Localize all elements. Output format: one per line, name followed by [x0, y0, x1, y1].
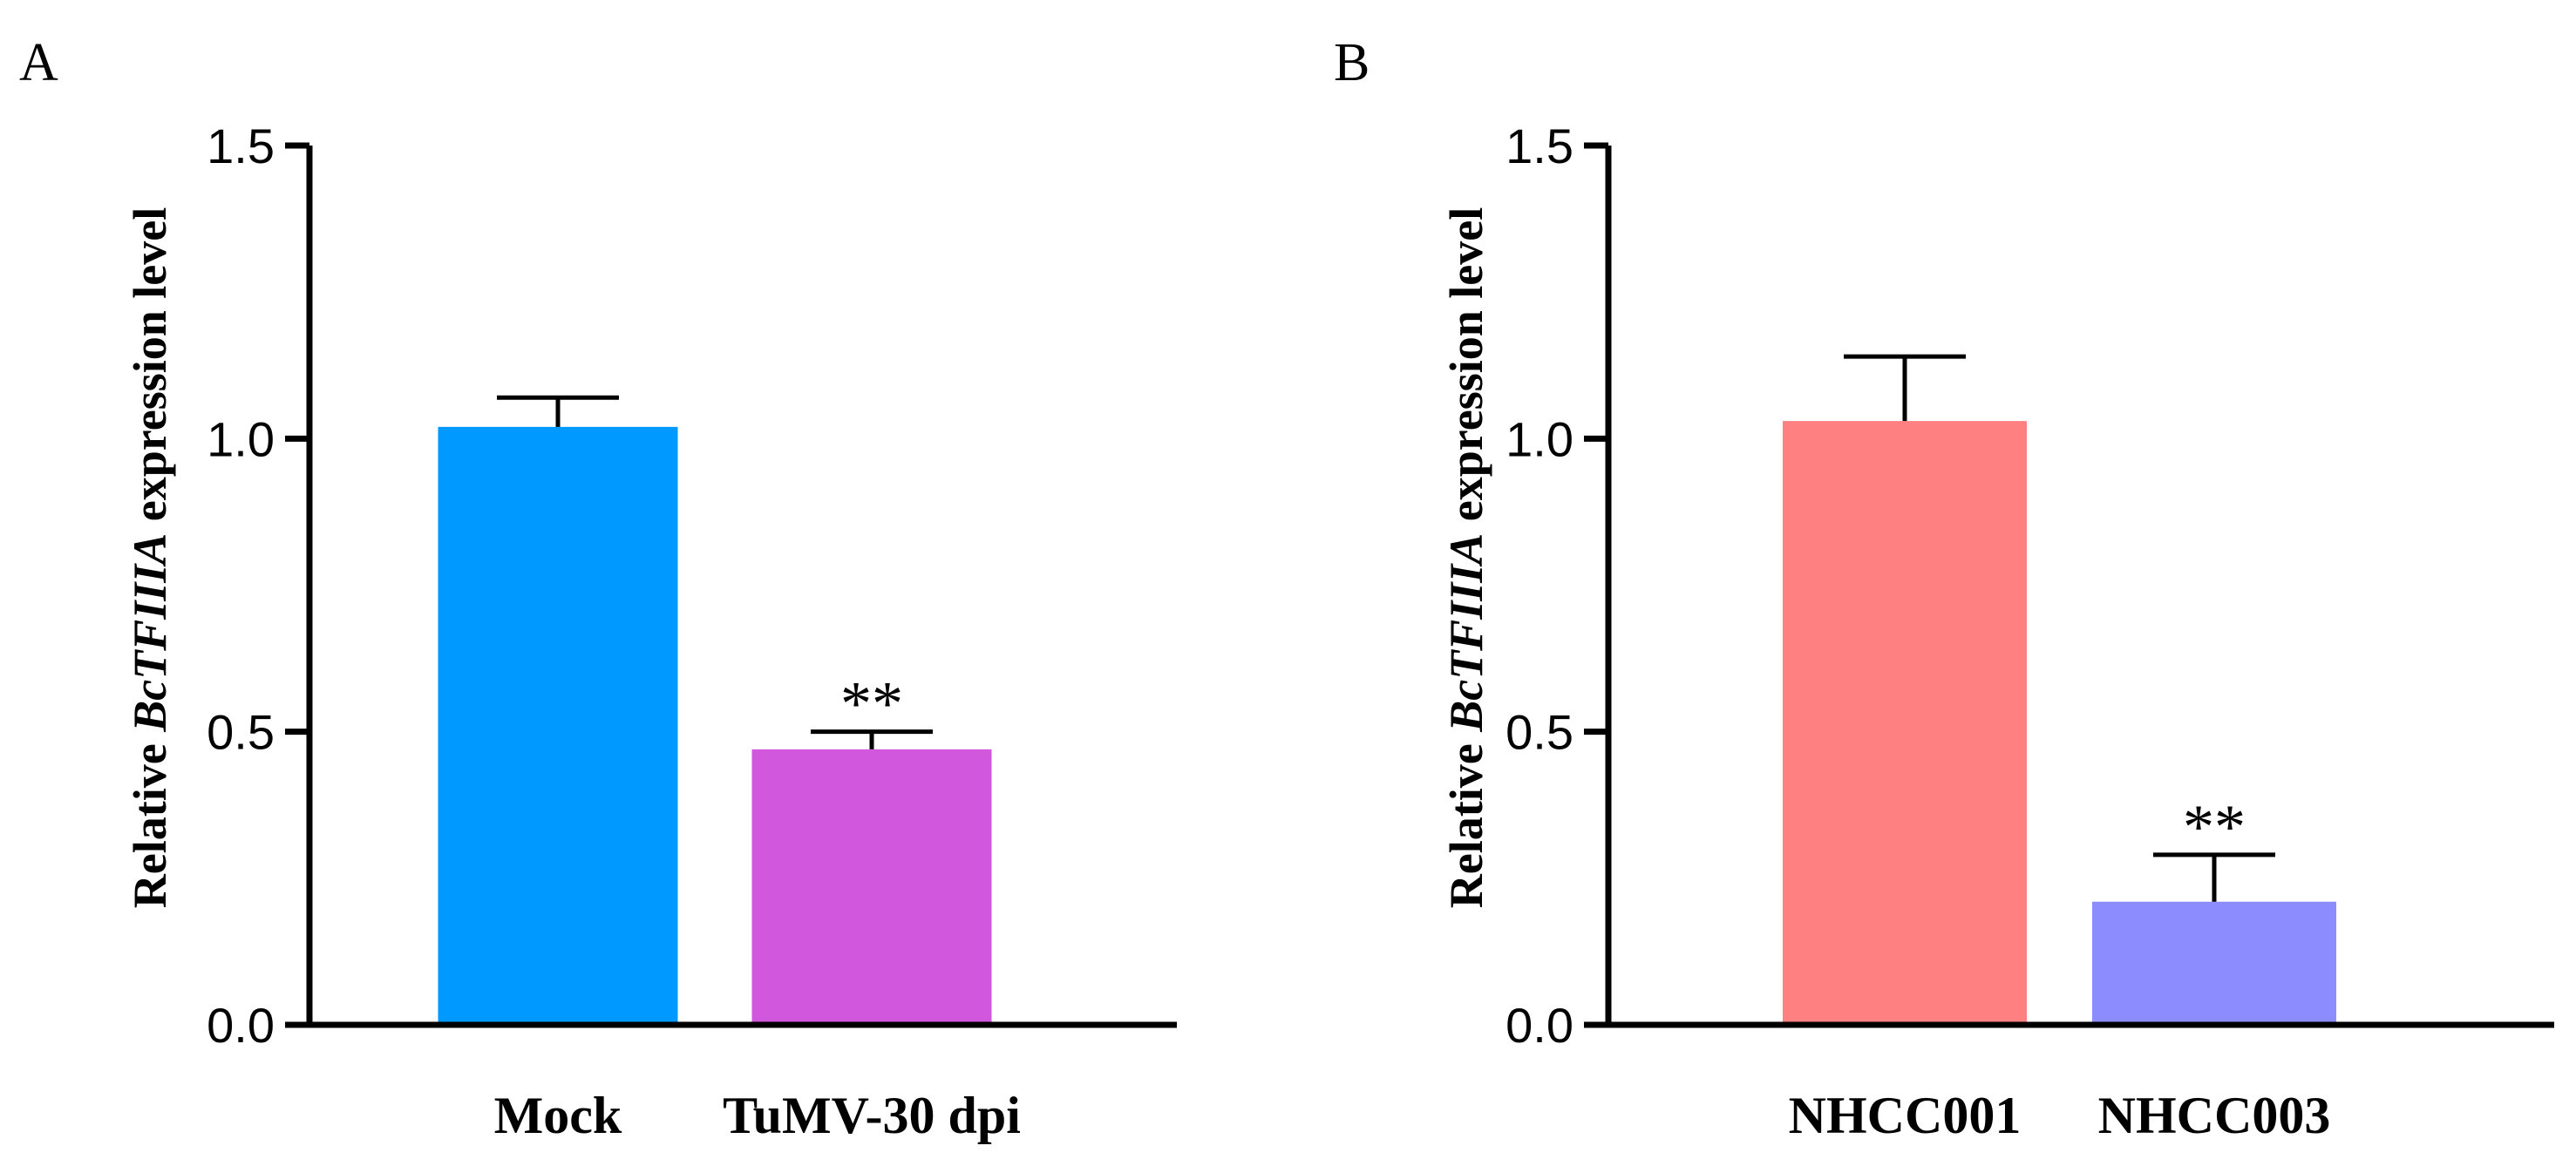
y-tick-label: 1.0 — [207, 411, 275, 466]
y-tick-label: 0.0 — [1505, 998, 1573, 1053]
y-axis-label-pre: Relative — [124, 732, 176, 908]
y-tick-label: 0.5 — [1505, 705, 1573, 760]
x-tick-label: TuMV-30 dpi — [723, 1087, 1021, 1144]
significance-marker: ** — [840, 669, 903, 739]
y-axis-label: Relative BcTFIIIA expression level — [124, 207, 176, 908]
y-tick-label: 1.5 — [1505, 119, 1573, 173]
y-axis-label-pre: Relative — [1440, 732, 1492, 908]
y-tick-label: 1.5 — [207, 119, 275, 173]
panel-b: B Relative BcTFIIIA expression level 0.0… — [1334, 33, 2554, 1144]
significance-marker: ** — [2183, 792, 2246, 862]
x-tick-labels: Mock TuMV-30 dpi — [494, 1087, 1021, 1144]
bars: ** — [1783, 354, 2336, 1022]
y-axis-label-post: expression level — [124, 207, 176, 533]
bars: ** — [438, 395, 992, 1022]
y-ticks: 0.0 0.5 1.0 1.5 — [1505, 119, 1608, 1053]
y-axis-label-post: expression level — [1440, 207, 1492, 533]
y-axis-label: Relative BcTFIIIA expression level — [1440, 207, 1492, 908]
x-tick-label: NHCC001 — [1789, 1087, 2022, 1144]
x-tick-label: NHCC003 — [2098, 1087, 2331, 1144]
x-tick-labels: NHCC001 NHCC003 — [1789, 1087, 2331, 1144]
bar — [2092, 901, 2336, 1022]
panel-label: B — [1334, 33, 1370, 92]
y-tick-label: 0.0 — [207, 998, 275, 1053]
panel-label: A — [19, 33, 58, 92]
bar — [438, 426, 678, 1022]
bar — [1783, 421, 2027, 1022]
y-tick-label: 1.0 — [1505, 411, 1573, 466]
x-tick-label: Mock — [494, 1087, 622, 1144]
bar — [751, 749, 992, 1022]
y-axis-label-gene: BcTFIIIA — [1440, 533, 1492, 733]
panel-a: A Relative BcTFIIIA expression level 0.0… — [19, 33, 1177, 1144]
y-ticks: 0.0 0.5 1.0 1.5 — [207, 119, 309, 1053]
y-axis-label-gene: BcTFIIIA — [124, 533, 176, 733]
y-tick-label: 0.5 — [207, 705, 275, 760]
